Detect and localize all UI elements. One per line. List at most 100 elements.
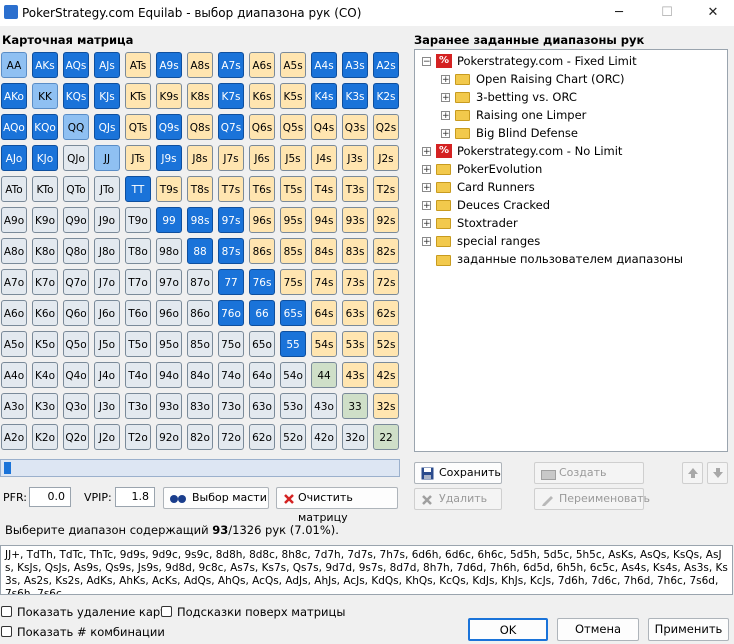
matrix-cell-99[interactable]: 99: [156, 207, 182, 233]
save-button[interactable]: Сохранить: [414, 462, 502, 484]
matrix-cell-T2o[interactable]: T2o: [125, 424, 151, 450]
matrix-cell-KJs[interactable]: KJs: [94, 83, 120, 109]
matrix-cell-K9s[interactable]: K9s: [156, 83, 182, 109]
matrix-cell-77[interactable]: 77: [218, 269, 244, 295]
matrix-cell-42s[interactable]: 42s: [373, 362, 399, 388]
matrix-cell-Q5o[interactable]: Q5o: [63, 331, 89, 357]
matrix-cell-KTs[interactable]: KTs: [125, 83, 151, 109]
matrix-cell-32s[interactable]: 32s: [373, 393, 399, 419]
matrix-cell-T5o[interactable]: T5o: [125, 331, 151, 357]
matrix-cell-65o[interactable]: 65o: [249, 331, 275, 357]
matrix-cell-KK[interactable]: KK: [32, 83, 58, 109]
matrix-cell-AJo[interactable]: AJo: [1, 145, 27, 171]
suit-select-button[interactable]: Выбор масти: [163, 487, 269, 509]
apply-button[interactable]: Применить: [648, 618, 729, 641]
matrix-cell-82o[interactable]: 82o: [187, 424, 213, 450]
matrix-cell-T5s[interactable]: T5s: [280, 176, 306, 202]
matrix-cell-K2o[interactable]: K2o: [32, 424, 58, 450]
move-down-button[interactable]: [707, 462, 728, 484]
matrix-cell-98s[interactable]: 98s: [187, 207, 213, 233]
matrix-cell-76s[interactable]: 76s: [249, 269, 275, 295]
expand-icon[interactable]: +: [422, 201, 431, 211]
matrix-cell-63s[interactable]: 63s: [342, 300, 368, 326]
matrix-cell-A8s[interactable]: A8s: [187, 52, 213, 78]
matrix-cell-T8o[interactable]: T8o: [125, 238, 151, 264]
matrix-cell-52o[interactable]: 52o: [280, 424, 306, 450]
maximize-button[interactable]: ☐: [661, 5, 673, 20]
new-folder-button[interactable]: Создать папку: [534, 462, 644, 499]
matrix-cell-T3s[interactable]: T3s: [342, 176, 368, 202]
matrix-cell-94s[interactable]: 94s: [311, 207, 337, 233]
checkbox-box[interactable]: [1, 606, 12, 617]
collapse-icon[interactable]: −: [422, 57, 431, 67]
matrix-cell-74s[interactable]: 74s: [311, 269, 337, 295]
matrix-cell-K8o[interactable]: K8o: [32, 238, 58, 264]
matrix-cell-T9s[interactable]: T9s: [156, 176, 182, 202]
matrix-cell-Q8s[interactable]: Q8s: [187, 114, 213, 140]
matrix-cell-J5s[interactable]: J5s: [280, 145, 306, 171]
matrix-cell-QJs[interactable]: QJs: [94, 114, 120, 140]
matrix-cell-Q8o[interactable]: Q8o: [63, 238, 89, 264]
matrix-cell-ATo[interactable]: ATo: [1, 176, 27, 202]
matrix-cell-QJo[interactable]: QJo: [63, 145, 89, 171]
matrix-cell-95o[interactable]: 95o: [156, 331, 182, 357]
matrix-cell-A7s[interactable]: A7s: [218, 52, 244, 78]
matrix-cell-72s[interactable]: 72s: [373, 269, 399, 295]
expand-icon[interactable]: +: [422, 237, 431, 247]
tree-item-special-ranges[interactable]: special ranges: [457, 234, 541, 248]
matrix-cell-K5o[interactable]: K5o: [32, 331, 58, 357]
matrix-cell-A8o[interactable]: A8o: [1, 238, 27, 264]
matrix-cell-A2o[interactable]: A2o: [1, 424, 27, 450]
matrix-cell-J3o[interactable]: J3o: [94, 393, 120, 419]
matrix-cell-87s[interactable]: 87s: [218, 238, 244, 264]
expand-icon[interactable]: +: [441, 75, 450, 85]
matrix-cell-AQo[interactable]: AQo: [1, 114, 27, 140]
matrix-cell-94o[interactable]: 94o: [156, 362, 182, 388]
matrix-cell-JTs[interactable]: JTs: [125, 145, 151, 171]
matrix-cell-74o[interactable]: 74o: [218, 362, 244, 388]
matrix-cell-Q2s[interactable]: Q2s: [373, 114, 399, 140]
matrix-cell-62o[interactable]: 62o: [249, 424, 275, 450]
tree-item-card-runners[interactable]: Card Runners: [457, 180, 535, 194]
matrix-cell-Q9o[interactable]: Q9o: [63, 207, 89, 233]
matrix-cell-T7o[interactable]: T7o: [125, 269, 151, 295]
range-slider[interactable]: [0, 459, 400, 477]
expand-icon[interactable]: +: [422, 165, 431, 175]
pfr-field[interactable]: 0.0: [29, 487, 71, 507]
matrix-cell-Q2o[interactable]: Q2o: [63, 424, 89, 450]
tree-item-3bet[interactable]: 3-betting vs. ORC: [476, 90, 577, 104]
matrix-cell-K3o[interactable]: K3o: [32, 393, 58, 419]
matrix-cell-A5s[interactable]: A5s: [280, 52, 306, 78]
matrix-cell-Q5s[interactable]: Q5s: [280, 114, 306, 140]
matrix-cell-J4s[interactable]: J4s: [311, 145, 337, 171]
matrix-cell-J2o[interactable]: J2o: [94, 424, 120, 450]
matrix-cell-AKo[interactable]: AKo: [1, 83, 27, 109]
matrix-cell-72o[interactable]: 72o: [218, 424, 244, 450]
matrix-cell-64s[interactable]: 64s: [311, 300, 337, 326]
matrix-cell-73s[interactable]: 73s: [342, 269, 368, 295]
matrix-cell-K6o[interactable]: K6o: [32, 300, 58, 326]
matrix-cell-K8s[interactable]: K8s: [187, 83, 213, 109]
tree-item-fixed-limit[interactable]: Pokerstrategy.com - Fixed Limit: [457, 54, 637, 68]
matrix-cell-53o[interactable]: 53o: [280, 393, 306, 419]
expand-icon[interactable]: +: [422, 183, 431, 193]
expand-icon[interactable]: +: [422, 147, 431, 157]
matrix-cell-T4s[interactable]: T4s: [311, 176, 337, 202]
matrix-cell-A3s[interactable]: A3s: [342, 52, 368, 78]
matrix-cell-52s[interactable]: 52s: [373, 331, 399, 357]
matrix-cell-88[interactable]: 88: [187, 238, 213, 264]
tree-item-user-ranges[interactable]: заданные пользователем диапазоны: [457, 252, 683, 266]
tree-item-deuces-cracked[interactable]: Deuces Cracked: [457, 198, 551, 212]
matrix-cell-93s[interactable]: 93s: [342, 207, 368, 233]
matrix-cell-92s[interactable]: 92s: [373, 207, 399, 233]
matrix-cell-K5s[interactable]: K5s: [280, 83, 306, 109]
matrix-cell-Q6s[interactable]: Q6s: [249, 114, 275, 140]
matrix-cell-J6o[interactable]: J6o: [94, 300, 120, 326]
matrix-cell-AJs[interactable]: AJs: [94, 52, 120, 78]
matrix-cell-73o[interactable]: 73o: [218, 393, 244, 419]
matrix-cell-A6s[interactable]: A6s: [249, 52, 275, 78]
tree-item-pokerevolution[interactable]: PokerEvolution: [457, 162, 543, 176]
expand-icon[interactable]: +: [441, 93, 450, 103]
matrix-cell-84s[interactable]: 84s: [311, 238, 337, 264]
matrix-cell-K2s[interactable]: K2s: [373, 83, 399, 109]
